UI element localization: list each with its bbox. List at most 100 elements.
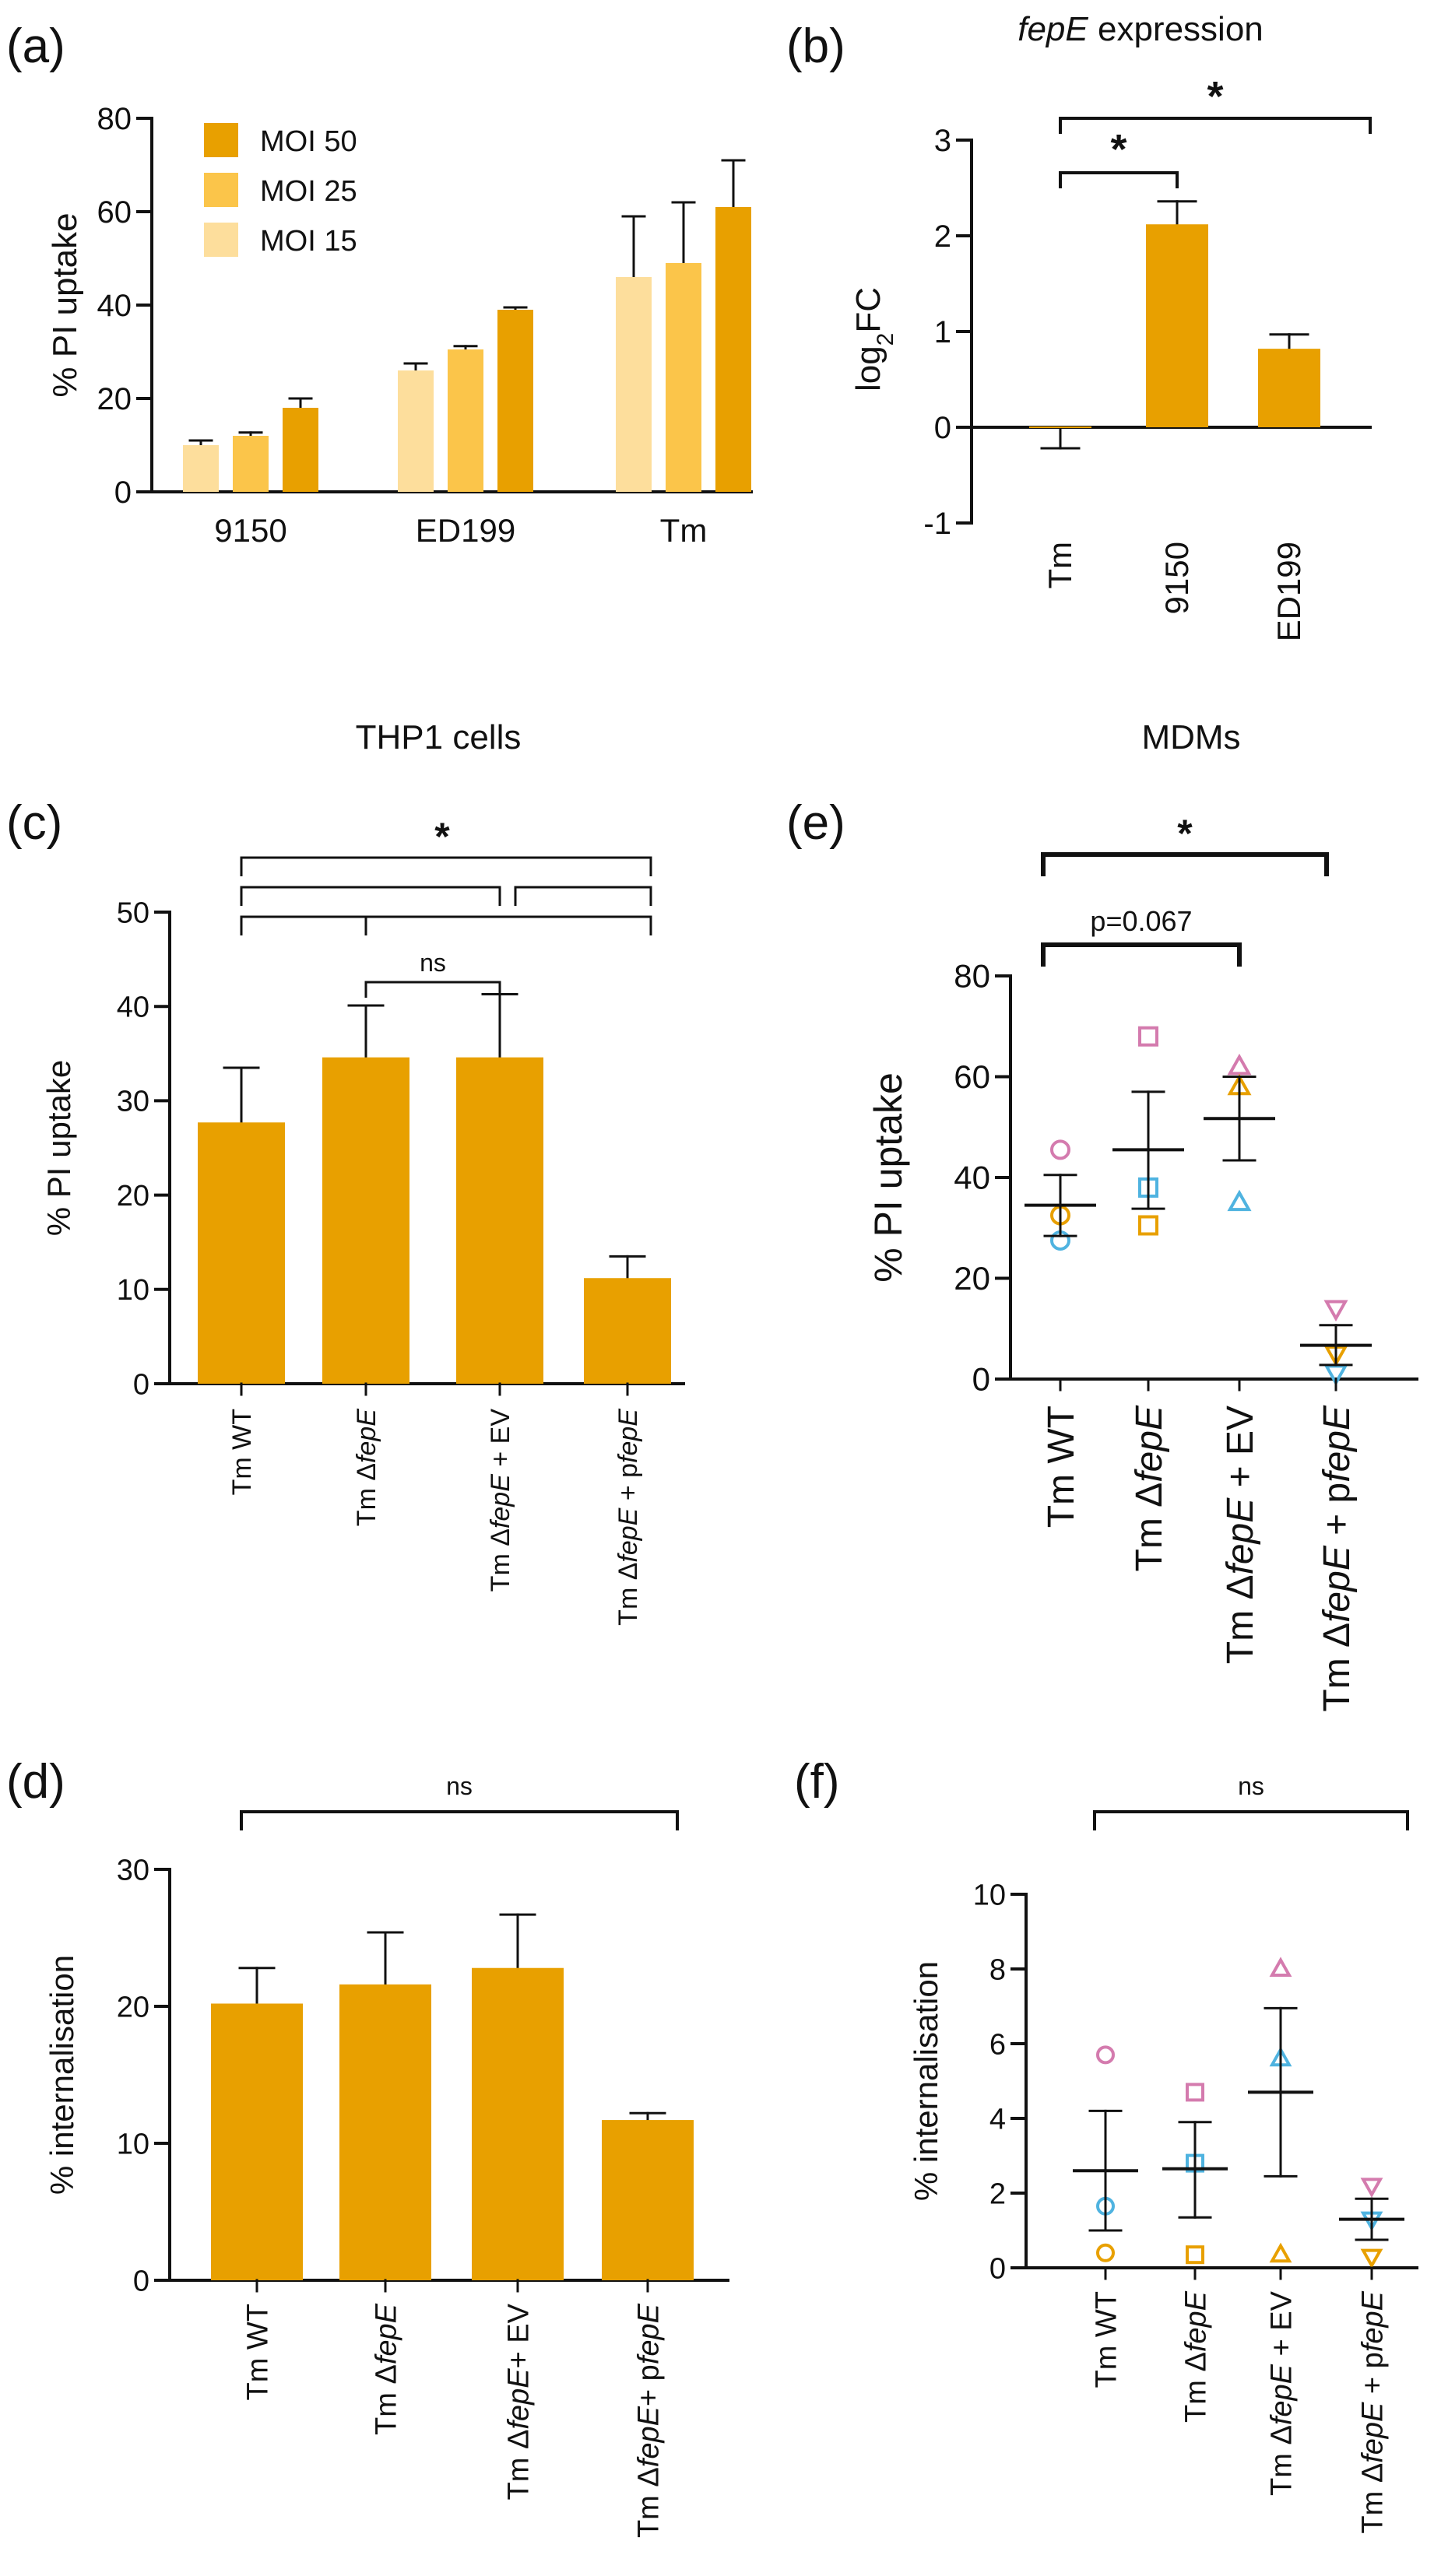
panel-e-sig-0: * xyxy=(1177,812,1193,855)
panel-f-y-tick-label-5: 10 xyxy=(973,1879,1006,1911)
panel-b-bar-1 xyxy=(1146,224,1208,427)
panel-a-bar-2-1 xyxy=(497,310,533,492)
panel-e-bracket-0 xyxy=(1041,852,1329,876)
panel-c-bracket-dfepe-ev xyxy=(364,981,501,998)
panel-a-x-tick-label-2: Tm xyxy=(660,512,708,549)
panel-c-bracket-wt-dfepe xyxy=(240,915,367,935)
panel-b-y-tick-label-1: 0 xyxy=(934,411,951,445)
panel-d-y-tick-label-2: 20 xyxy=(117,1991,149,2023)
section-title-mdm: MDMs xyxy=(1141,718,1240,756)
panel-a-legend-label-0: MOI 50 xyxy=(260,125,357,158)
panel-a-bar-0-1 xyxy=(398,370,434,492)
panel-d-bracket-0 xyxy=(240,1810,679,1830)
panel-b-chart: -1 0 1 2 3 log2FC Tm 9150 ED199 * * xyxy=(849,73,1372,641)
panel-f-point-2-0 xyxy=(1269,1957,1292,1977)
panel-c-y-tick-label-5: 50 xyxy=(117,897,149,929)
panel-e-point-3-2 xyxy=(1323,1364,1348,1386)
panel-f-x-tick-label-2: Tm ΔfepE + EV xyxy=(1265,2290,1298,2496)
panel-e-chart: 0 20 40 60 80 % PI uptake Tm WT Tm ΔfepE Tm Δfep… xyxy=(866,812,1418,1712)
panel-a-y-tick-label-1: 20 xyxy=(97,382,132,416)
panel-c-y-tick-label-2: 20 xyxy=(117,1180,149,1213)
panel-f-point-1-0 xyxy=(1186,2083,1204,2102)
panel-a-bar-2-2 xyxy=(715,207,751,492)
panel-f-y-tick-label-3: 6 xyxy=(989,2028,1006,2061)
panel-b-y-tick-label-0: -1 xyxy=(923,507,951,541)
panel-f-point-0-0 xyxy=(1096,2045,1115,2065)
panel-d-bar-0 xyxy=(211,2003,303,2280)
panel-f-x-tick-label-3: Tm ΔfepE + pfepE xyxy=(1356,2290,1389,2533)
panel-e-y-tick-label-3: 60 xyxy=(954,1058,990,1095)
panel-b-bar-2 xyxy=(1258,349,1320,427)
panel-d-bar-2 xyxy=(472,1967,564,2280)
panel-b-sig-0: * xyxy=(1110,126,1126,173)
panel-d-y-tick-label-3: 30 xyxy=(117,1854,149,1886)
panel-b-y-tick-label-3: 2 xyxy=(934,219,951,254)
panel-a-y-tick-label-2: 40 xyxy=(97,289,132,323)
panel-b-bar-0 xyxy=(1029,426,1091,428)
panel-label-c: (c) xyxy=(6,796,62,850)
section-title-thp1: THP1 cells xyxy=(356,718,522,756)
panel-e-x-tick-label-3: Tm ΔfepE + pfepE xyxy=(1316,1405,1358,1712)
panel-c-y-tick-label-4: 40 xyxy=(117,991,149,1024)
panel-e-x-tick-label-2: Tm ΔfepE + EV xyxy=(1220,1406,1261,1664)
panel-c-bar-1 xyxy=(322,1057,409,1384)
panel-b-y-axis-label: log2FC xyxy=(849,287,898,391)
panel-c-y-tick-label-3: 30 xyxy=(117,1086,149,1118)
panel-c-x-tick-label-1: Tm ΔfepE xyxy=(352,1409,381,1527)
panel-b-bracket-0 xyxy=(1059,171,1179,188)
panel-e-point-2-2 xyxy=(1227,1189,1252,1212)
panel-d-y-axis-label: % internalisation xyxy=(44,1955,80,2195)
panel-e-point-2-0 xyxy=(1227,1053,1252,1076)
panel-a-legend-swatch-2 xyxy=(204,223,238,257)
panel-c-bracket-ev-pfepe xyxy=(514,886,652,906)
panel-f-sig-0: ns xyxy=(1238,1772,1264,1800)
panel-b-bracket-1 xyxy=(1059,117,1372,134)
panel-a-y-tick-label-4: 80 xyxy=(97,102,132,136)
panel-e-x-tick-label-0: Tm WT xyxy=(1041,1406,1082,1528)
panel-label-b: (b) xyxy=(786,19,845,73)
panel-a-legend-label-2: MOI 15 xyxy=(260,225,357,258)
panel-d-x-tick-label-0: Tm WT xyxy=(241,2304,274,2401)
panel-b-title: fepE expression xyxy=(1018,10,1264,48)
panel-f-bracket-0 xyxy=(1093,1810,1409,1830)
panel-a-bar-1-1 xyxy=(448,349,483,492)
panel-d-chart: 0 10 20 30 % internalisation Tm WT Tm ΔfepE Tm … xyxy=(44,1772,729,2538)
panel-c-bar-0 xyxy=(198,1122,285,1384)
panel-d-bar-3 xyxy=(602,2120,694,2280)
panel-label-d: (d) xyxy=(6,1755,65,1809)
panel-a-legend-label-1: MOI 25 xyxy=(260,175,357,208)
panel-e-y-tick-label-4: 80 xyxy=(954,958,990,995)
panel-a-x-tick-label-1: ED199 xyxy=(416,512,515,549)
panel-a-bar-0-2 xyxy=(616,277,652,492)
panel-c-bar-3 xyxy=(584,1278,671,1384)
panel-e-point-1-2 xyxy=(1138,1215,1158,1236)
panel-f-y-axis-label: % internalisation xyxy=(908,1961,944,2201)
panel-f-y-tick-label-1: 2 xyxy=(989,2178,1006,2210)
panel-a-chart: 0 20 40 60 80 % PI uptake 9150 ED199 Tm MOI 50 MOI… xyxy=(46,102,753,549)
panel-label-e: (e) xyxy=(786,796,845,850)
panel-b-title-rest: expression xyxy=(1088,10,1264,48)
panel-d-x-tick-label-2: Tm ΔfepE+ EV xyxy=(502,2303,535,2500)
panel-a-y-axis-label: % PI uptake xyxy=(46,212,84,397)
panel-f-point-0-2 xyxy=(1096,2243,1115,2262)
panel-c-bracket-wt-ev xyxy=(240,886,501,906)
panel-f-point-3-0 xyxy=(1360,2178,1383,2198)
panel-f-point-2-2 xyxy=(1269,2242,1292,2263)
panel-b-x-tick-label-0: Tm xyxy=(1042,542,1078,589)
panel-f-y-tick-label-0: 0 xyxy=(989,2252,1006,2285)
panel-f-y-tick-label-4: 8 xyxy=(989,1953,1006,1986)
panel-c-y-tick-label-0: 0 xyxy=(133,1368,149,1401)
panel-e-y-tick-label-1: 20 xyxy=(954,1260,990,1297)
panel-e-point-3-0 xyxy=(1323,1300,1348,1322)
panel-f-y-tick-label-2: 4 xyxy=(989,2103,1006,2136)
panel-b-x-tick-label-1: 9150 xyxy=(1158,542,1195,614)
panel-c-x-tick-label-3: Tm ΔfepE + pfepE xyxy=(613,1409,643,1626)
panel-f-x-tick-label-0: Tm WT xyxy=(1090,2291,1123,2388)
panel-d-y-tick-label-1: 10 xyxy=(117,2128,149,2160)
panel-e-point-1-0 xyxy=(1138,1026,1158,1047)
panel-c-sig-1: ns xyxy=(420,949,446,977)
panel-d-x-tick-label-3: Tm ΔfepE+ pfepE xyxy=(632,2303,665,2538)
panel-a-y-tick-label-0: 0 xyxy=(114,476,132,510)
panel-c-x-tick-label-2: Tm ΔfepE + EV xyxy=(486,1409,515,1592)
